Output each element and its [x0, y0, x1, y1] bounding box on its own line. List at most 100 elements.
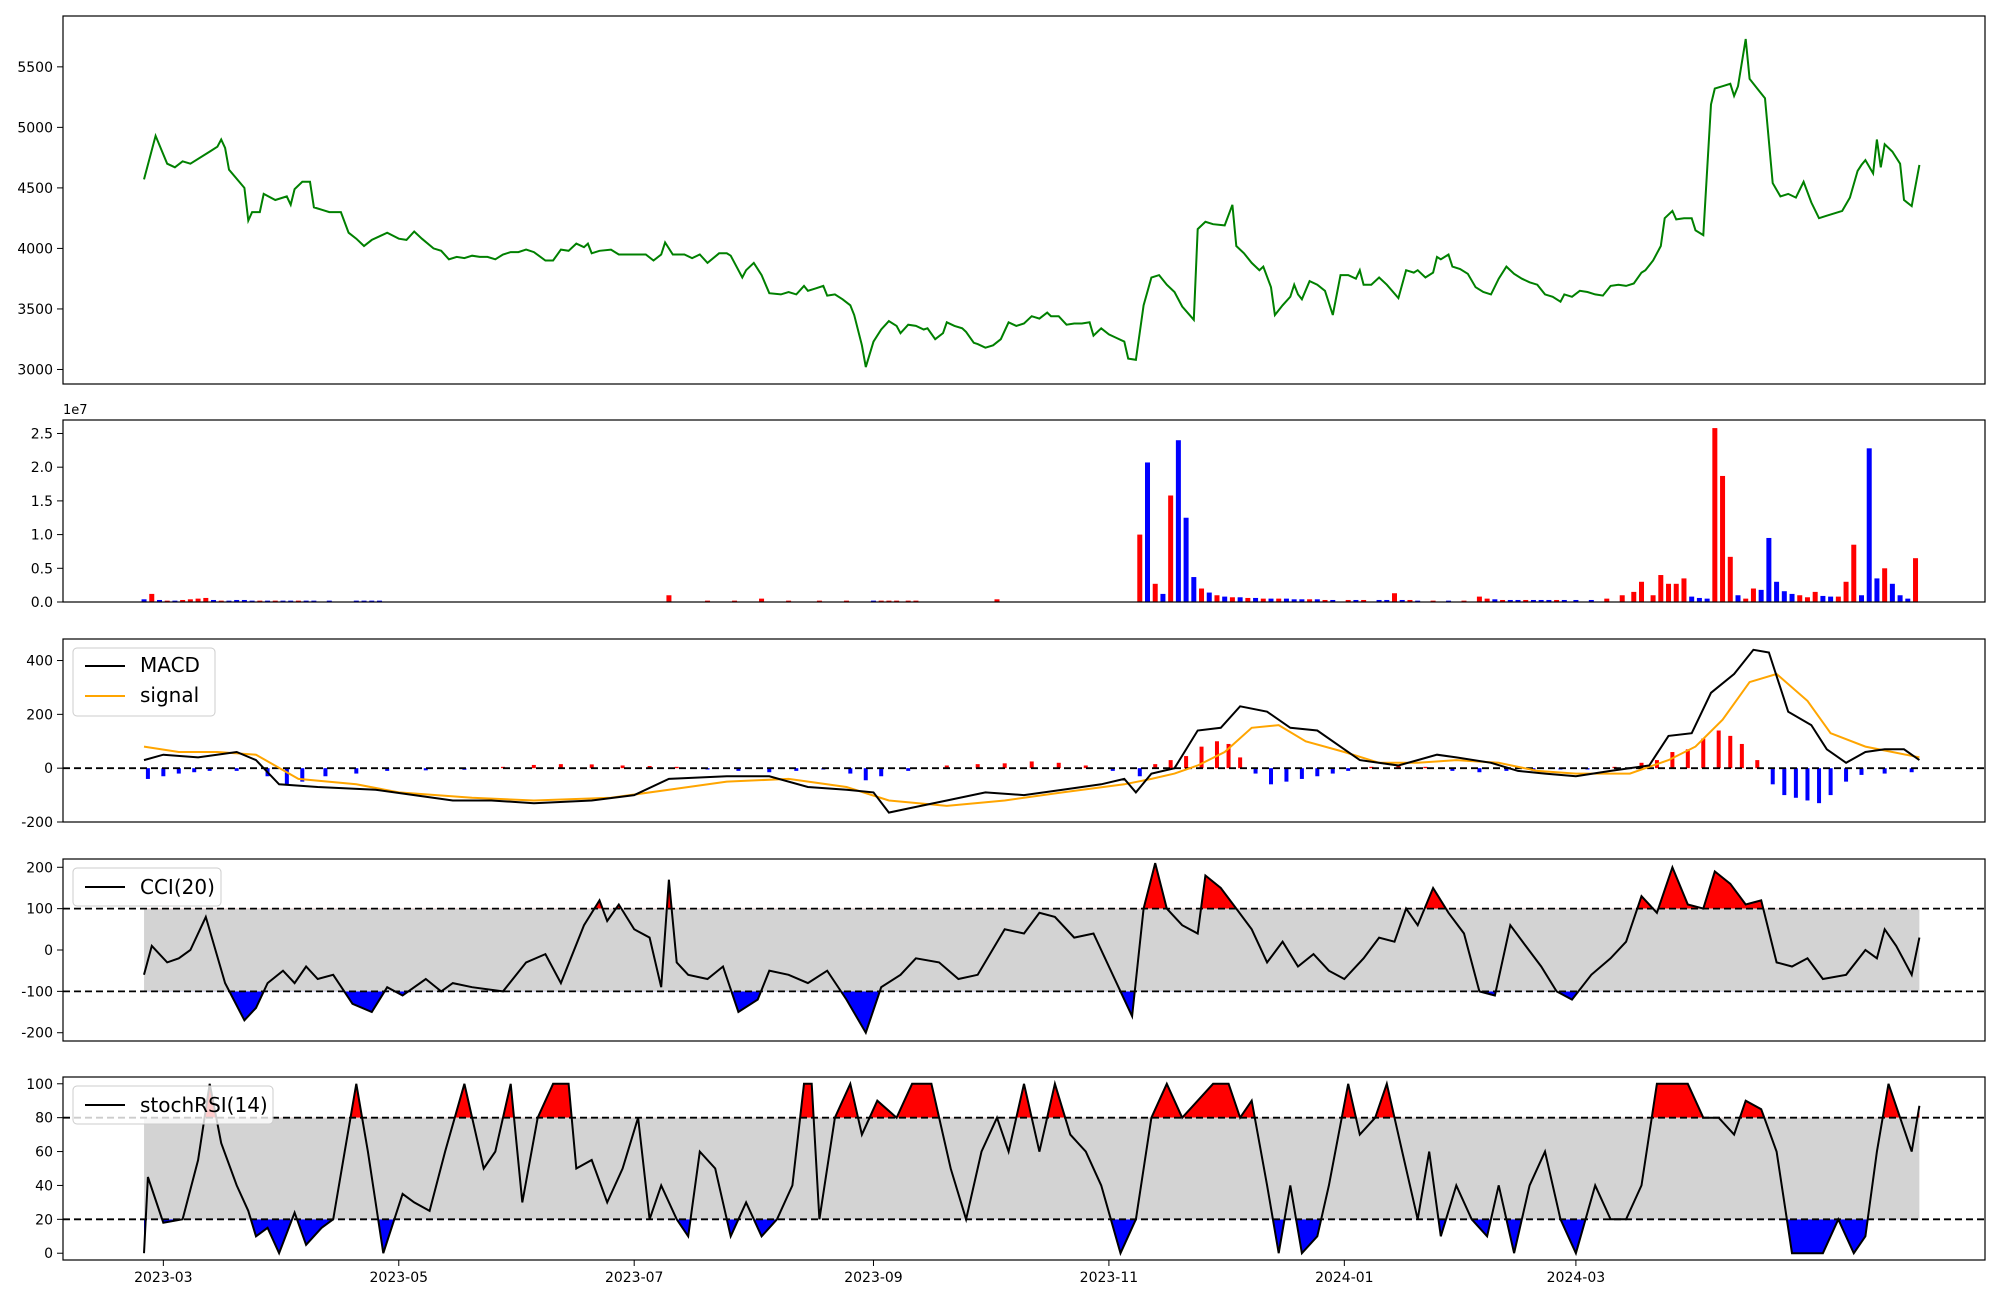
stochrsi-panel: 0 20 40 60 80 100 stochRSI(14): [26, 1076, 1986, 1262]
macd-hist-bar: [848, 768, 853, 774]
volume-bar: [1851, 544, 1857, 602]
y-tick-label: 60: [35, 1145, 53, 1161]
y-tick-label: 0: [44, 943, 53, 959]
overbought-area: [144, 863, 1920, 909]
volume-bar: [1407, 599, 1413, 602]
macd-hist-bar: [1002, 763, 1007, 769]
macd-hist-bar: [1770, 768, 1775, 785]
y-tick-label: 3000: [17, 362, 53, 378]
legend-label-macd: MACD: [140, 653, 200, 677]
volume-bar: [1658, 575, 1664, 602]
volume-bar: [1492, 599, 1498, 602]
volume-bar: [1322, 599, 1328, 602]
volume-bar: [1260, 598, 1266, 602]
volume-bar: [1727, 556, 1733, 602]
volume-bar: [1666, 583, 1672, 602]
volume-bar: [1696, 597, 1702, 602]
volume-bar: [311, 600, 317, 602]
volume-bar: [1720, 475, 1726, 602]
macd-hist-bar: [1670, 752, 1675, 769]
volume-bar: [1789, 593, 1795, 602]
volume-bar: [376, 600, 382, 602]
macd-hist-bar: [1199, 746, 1204, 769]
volume-bar: [1735, 595, 1741, 602]
volume-bar: [1554, 599, 1560, 602]
macd-hist-bar: [1782, 768, 1787, 796]
macd-hist-bar: [767, 768, 772, 773]
legend-box: [72, 867, 222, 907]
volume-bar: [1345, 599, 1351, 602]
volume-bar: [180, 599, 186, 602]
signal-line: [143, 672, 1920, 807]
volume-bar: [1361, 599, 1367, 602]
volume-bar: [1222, 596, 1228, 602]
y-tick-label: 20: [35, 1212, 53, 1228]
macd-hist-bar: [1450, 768, 1455, 771]
plot-frame: [62, 15, 1986, 385]
y-tick-label: 200: [26, 707, 53, 723]
macd-hist-bar: [1269, 768, 1274, 785]
volume-bar: [1446, 600, 1452, 602]
volume-bar: [1307, 599, 1313, 602]
volume-bar: [1681, 578, 1687, 602]
volume-bar: [1573, 599, 1579, 602]
macd-hist-bar: [1315, 768, 1320, 777]
macd-hist-bar: [1639, 762, 1644, 769]
volume-bar: [1168, 495, 1174, 602]
volume-bar: [1750, 588, 1756, 602]
y-tick-label: -200: [21, 815, 53, 831]
volume-bar: [1828, 596, 1834, 602]
legend-label: CCI(20): [140, 875, 215, 899]
volume-bar: [1874, 578, 1880, 602]
volume-bar: [1843, 581, 1849, 602]
volume-bar: [905, 600, 911, 602]
macd-legend: MACD signal: [72, 647, 216, 717]
volume-bar: [1619, 595, 1625, 602]
macd-hist-bar: [1844, 768, 1849, 782]
volume-bar: [1515, 599, 1521, 602]
macd-hist-bar: [1168, 760, 1173, 769]
x-tick-label: 2024-03: [1547, 1270, 1606, 1286]
y-tick-label: 80: [35, 1111, 53, 1127]
macd-hist-bar: [944, 765, 949, 769]
macd-hist-bar: [1739, 743, 1744, 769]
macd-hist-bar: [176, 768, 181, 774]
y-tick-label: 4500: [17, 181, 53, 197]
macd-hist-bar: [1828, 768, 1833, 796]
volume-bar: [1704, 598, 1710, 602]
macd-hist-bar: [1029, 761, 1034, 769]
volume-bar: [1766, 537, 1772, 602]
legend-box: [72, 1085, 274, 1125]
macd-hist-bar: [1346, 768, 1351, 771]
y-tick-label: 200: [26, 860, 53, 876]
volume-bar: [1183, 517, 1189, 602]
macd-hist-bar: [1056, 762, 1061, 769]
macd-hist-bar: [423, 768, 428, 771]
panel-3-legend: CCI(20): [72, 867, 222, 907]
neutral-band: [144, 908, 1920, 992]
macd-hist-bar: [1226, 743, 1231, 769]
volume-bar: [234, 599, 240, 602]
volume-bar: [1743, 598, 1749, 602]
x-tick-label: 2023-05: [370, 1270, 429, 1286]
volume-bar: [218, 600, 224, 602]
volume-bar: [878, 600, 884, 602]
x-tick-label: 2023-07: [605, 1270, 664, 1286]
volume-bar: [705, 600, 711, 602]
macd-hist-bar: [1083, 765, 1088, 769]
x-tick-label: 2023-09: [844, 1270, 903, 1286]
volume-bar: [141, 599, 147, 602]
macd-hist-bar: [674, 766, 679, 769]
volume-bar: [1913, 558, 1919, 602]
macd-hist-bar: [1299, 768, 1304, 779]
volume-bar: [816, 600, 822, 602]
volume-bar: [759, 598, 765, 602]
volume-bar: [1399, 599, 1405, 602]
volume-bar: [164, 600, 170, 602]
overbought-area: [204, 1083, 1920, 1118]
volume-bar: [1639, 581, 1645, 602]
volume-bar: [886, 600, 892, 602]
volume-bar: [1538, 599, 1544, 602]
macd-hist-bar: [1153, 764, 1158, 769]
volume-bar: [1866, 448, 1872, 602]
